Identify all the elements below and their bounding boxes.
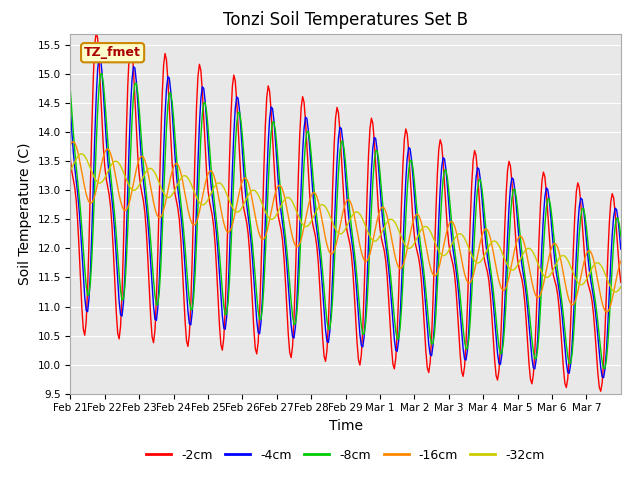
-16cm xyxy=(294,243,302,249)
-32cm xyxy=(81,153,88,159)
-8cm xyxy=(67,88,74,94)
X-axis label: Time: Time xyxy=(328,419,363,433)
-16cm xyxy=(67,142,74,148)
-16cm xyxy=(603,309,611,315)
-4cm xyxy=(617,246,625,252)
-4cm xyxy=(359,344,367,350)
-2cm xyxy=(617,279,625,285)
-8cm xyxy=(79,246,87,252)
-8cm xyxy=(359,331,367,337)
-16cm xyxy=(617,258,625,264)
-32cm xyxy=(116,163,124,168)
-8cm xyxy=(294,288,302,294)
-2cm xyxy=(433,171,441,177)
-4cm xyxy=(451,257,458,263)
-4cm xyxy=(116,312,124,318)
-32cm xyxy=(67,168,74,173)
-2cm xyxy=(451,272,458,277)
-8cm xyxy=(116,288,124,294)
-2cm xyxy=(294,174,302,180)
-32cm xyxy=(433,245,441,251)
-32cm xyxy=(294,213,302,218)
-4cm xyxy=(600,375,607,381)
-32cm xyxy=(451,236,458,242)
-8cm xyxy=(451,246,458,252)
Title: Tonzi Soil Temperatures Set B: Tonzi Soil Temperatures Set B xyxy=(223,11,468,29)
-16cm xyxy=(451,223,458,229)
-16cm xyxy=(359,254,367,260)
Text: TZ_fmet: TZ_fmet xyxy=(84,46,141,59)
-4cm xyxy=(67,106,74,111)
-2cm xyxy=(597,388,605,394)
Line: -2cm: -2cm xyxy=(70,32,621,391)
-8cm xyxy=(600,366,607,372)
Y-axis label: Soil Temperature (C): Soil Temperature (C) xyxy=(18,143,32,285)
Line: -4cm: -4cm xyxy=(70,57,621,378)
-2cm xyxy=(359,325,367,331)
-2cm xyxy=(92,29,100,35)
-16cm xyxy=(116,198,124,204)
-16cm xyxy=(81,185,88,191)
-8cm xyxy=(98,71,106,76)
-8cm xyxy=(433,285,441,290)
-32cm xyxy=(617,284,625,289)
-8cm xyxy=(617,233,625,239)
-2cm xyxy=(116,323,124,329)
-4cm xyxy=(433,253,441,259)
-2cm xyxy=(79,326,87,332)
Line: -16cm: -16cm xyxy=(70,142,621,312)
-32cm xyxy=(78,151,86,157)
-16cm xyxy=(69,139,77,144)
-32cm xyxy=(611,289,619,295)
-4cm xyxy=(79,273,87,278)
-16cm xyxy=(433,270,441,276)
-2cm xyxy=(67,156,74,162)
-32cm xyxy=(359,216,367,222)
Legend: -2cm, -4cm, -8cm, -16cm, -32cm: -2cm, -4cm, -8cm, -16cm, -32cm xyxy=(141,444,550,467)
Line: -32cm: -32cm xyxy=(70,154,621,292)
-4cm xyxy=(95,54,103,60)
-4cm xyxy=(294,264,302,270)
Line: -8cm: -8cm xyxy=(70,73,621,369)
